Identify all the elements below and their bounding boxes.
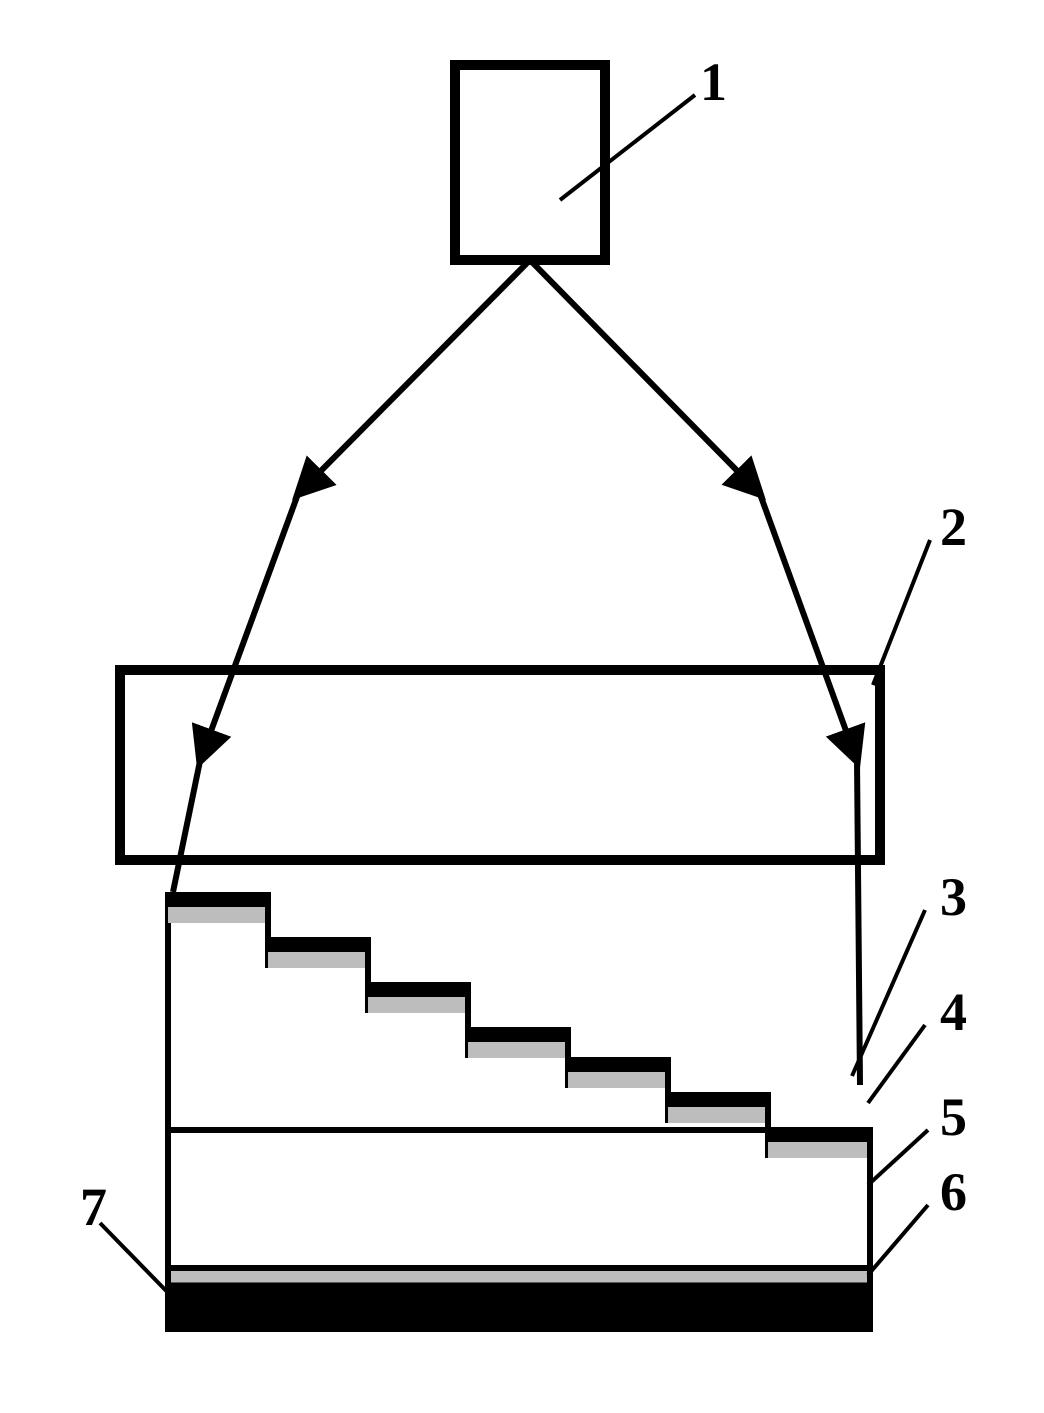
- step-layer-4: [168, 907, 268, 923]
- step-layer-4: [668, 1107, 768, 1123]
- step-layer-3: [568, 1060, 668, 1072]
- label-3: 3: [940, 867, 967, 927]
- step-layer-3: [468, 1030, 568, 1042]
- beam-ray: [298, 260, 530, 494]
- label-7: 7: [80, 1177, 107, 1237]
- leader-line: [868, 1025, 925, 1103]
- beam-ray: [530, 260, 760, 494]
- leader-line: [868, 1130, 928, 1185]
- step-layer-3: [668, 1095, 768, 1107]
- step-layer-4: [368, 997, 468, 1013]
- collimator-box: [120, 670, 880, 860]
- label-4: 4: [940, 982, 967, 1042]
- leader-line: [873, 540, 930, 685]
- label-6: 6: [940, 1162, 967, 1222]
- substrate-layer-7: [168, 1284, 870, 1329]
- step-layer-4: [468, 1042, 568, 1058]
- step-layer-3: [268, 940, 368, 952]
- leader-line: [560, 95, 695, 200]
- label-1: 1: [700, 52, 727, 112]
- step-layer-4: [268, 952, 368, 968]
- step-layer-3: [168, 895, 268, 907]
- source-box: [455, 65, 605, 260]
- label-2: 2: [940, 497, 967, 557]
- leader-line: [868, 1205, 928, 1275]
- leader-line: [852, 910, 925, 1076]
- step-layer-4: [568, 1072, 668, 1088]
- label-5: 5: [940, 1087, 967, 1147]
- step-layer-4: [768, 1142, 870, 1158]
- step-layer-3: [368, 985, 468, 997]
